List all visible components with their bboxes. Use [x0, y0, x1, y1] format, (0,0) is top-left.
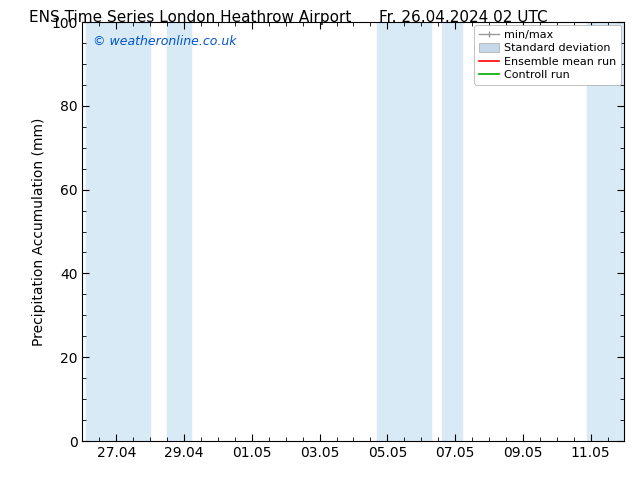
Bar — [441, 22, 462, 441]
Legend: min/max, Standard deviation, Ensemble mean run, Controll run: min/max, Standard deviation, Ensemble me… — [474, 25, 621, 85]
Bar — [167, 22, 191, 441]
Text: ENS Time Series London Heathrow Airport: ENS Time Series London Heathrow Airport — [29, 10, 351, 25]
Y-axis label: Precipitation Accumulation (mm): Precipitation Accumulation (mm) — [32, 117, 46, 346]
Text: © weatheronline.co.uk: © weatheronline.co.uk — [93, 35, 236, 48]
Bar — [86, 22, 150, 441]
Bar — [377, 22, 431, 441]
Bar — [587, 22, 624, 441]
Text: Fr. 26.04.2024 02 UTC: Fr. 26.04.2024 02 UTC — [378, 10, 547, 25]
